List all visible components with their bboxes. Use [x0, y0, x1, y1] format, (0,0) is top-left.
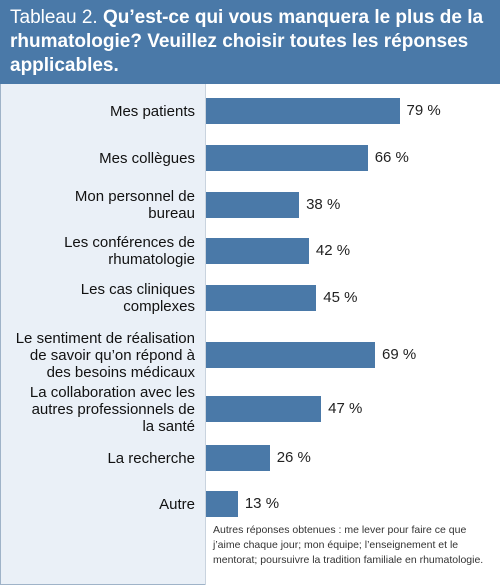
category-axis-line [205, 84, 206, 585]
category-label-line: Les cas cliniques [80, 281, 195, 298]
title-line-3: applicables. [10, 55, 119, 76]
category-label-line: la santé [142, 417, 195, 435]
bar-value-label: 38 % [306, 196, 341, 213]
category-label-line: Mes collègues [99, 149, 195, 167]
bar-value-label: 45 % [323, 289, 358, 306]
category-label-line: autres professionnels de [31, 400, 195, 418]
title-line-1: Tableau 2. Qu’est-ce qui vous manquera l… [10, 6, 490, 30]
bar-value-label: 26 % [276, 449, 311, 466]
category-label: Mes collègues [0, 150, 195, 167]
category-label: La recherche [0, 450, 195, 467]
bar [206, 445, 270, 471]
bar-value-label: 69 % [382, 346, 417, 363]
category-label: Mon personnel de bureau [0, 188, 195, 222]
bar-value-label: 66 % [374, 149, 409, 166]
category-label-line: bureau [148, 205, 195, 222]
bar [206, 285, 317, 311]
category-label: Le sentiment de réalisation de savoir qu’… [0, 330, 195, 381]
category-label: Mes patients [0, 103, 195, 120]
category-label-line: de savoir qu’on répond à [29, 346, 195, 364]
category-label-line: Le sentiment de réalisation [15, 329, 195, 347]
category-label-line: Autre [159, 495, 195, 513]
category-label: Autre [0, 496, 195, 513]
category-label-line: rhumatologie [108, 251, 195, 268]
category-label-line: La recherche [107, 449, 195, 467]
title-text-1: Qu’est-ce qui vous manquera le plus de l… [102, 7, 484, 28]
category-label-line: Mes patients [109, 102, 195, 120]
table-number: Tableau 2. [10, 7, 98, 28]
category-label: Les cas cliniques complexes [0, 281, 195, 315]
bar-value-label: 47 % [328, 400, 363, 417]
category-label: Les conférences de rhumatologie [0, 234, 195, 268]
category-label-line: Mon personnel de [74, 188, 195, 205]
chart-header: Tableau 2. Qu’est-ce qui vous manquera l… [0, 0, 500, 84]
bar [206, 192, 300, 218]
category-label-line: complexes [123, 298, 195, 315]
bar-value-label: 13 % [244, 495, 280, 512]
bar [206, 98, 400, 124]
category-label-line: des besoins médicaux [46, 363, 195, 381]
bar [206, 396, 322, 422]
bar [206, 238, 309, 264]
bar [206, 145, 368, 171]
bar-value-label: 42 % [315, 242, 351, 259]
footnote: Autres réponses obtenues : me lever pour… [213, 524, 484, 566]
bar-value-label: 79 % [406, 102, 441, 119]
category-label-line: Les conférences de [64, 234, 195, 251]
bar [206, 342, 376, 368]
category-label-line: La collaboration avec les [29, 383, 195, 401]
title-line-2: rhumatologie? Veuillez choisir toutes le… [10, 31, 469, 52]
category-label: La collaboration avec les autres professi… [0, 384, 195, 435]
bar [206, 491, 238, 517]
